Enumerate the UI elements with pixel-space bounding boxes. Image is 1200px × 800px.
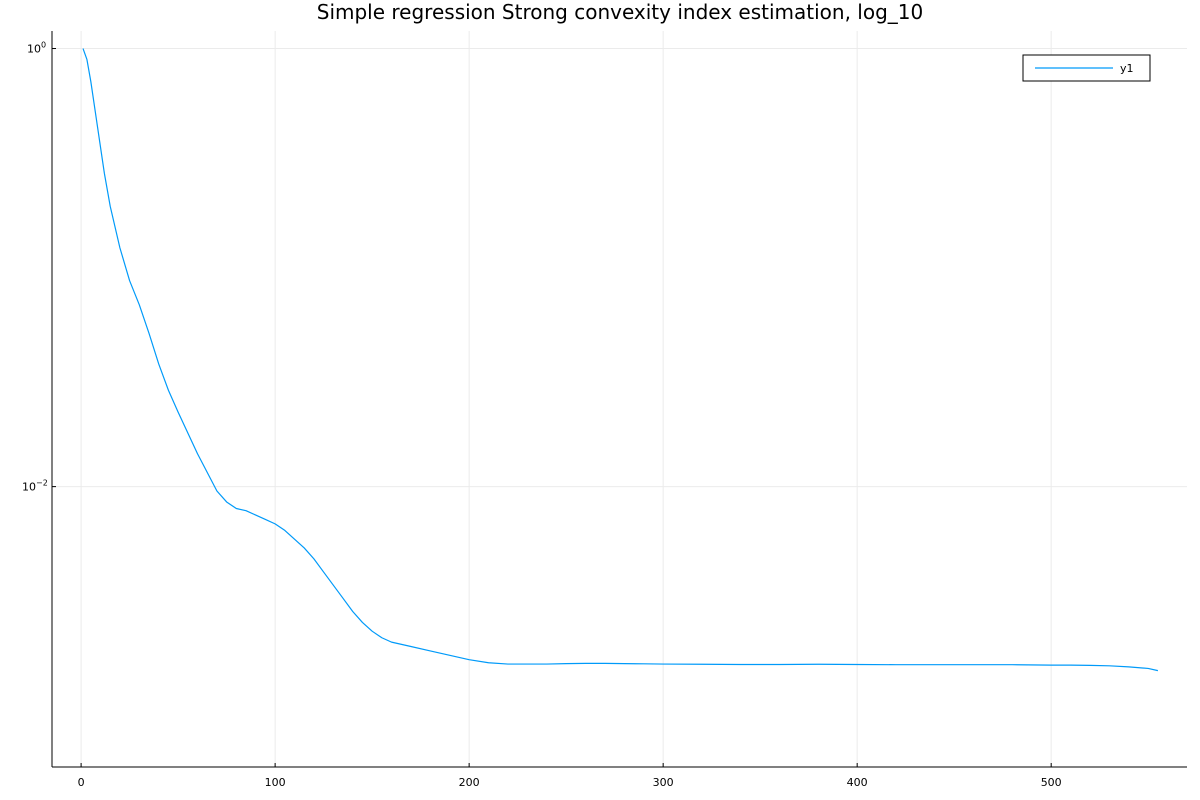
x-tick-label: 100	[265, 776, 286, 789]
x-tick-label: 300	[653, 776, 674, 789]
legend: y1	[1022, 54, 1151, 82]
x-tick-label: 400	[847, 776, 868, 789]
y-tick-label: 100	[27, 41, 46, 56]
x-tick-label: 500	[1041, 776, 1062, 789]
series-layer	[82, 48, 1159, 672]
grid-layer	[52, 31, 1187, 767]
tick-layer: 0 100 200 300 400 500 100 10−2	[22, 41, 1062, 789]
x-tick-label: 0	[78, 776, 85, 789]
legend-label: y1	[1120, 62, 1134, 75]
axis-layer	[51, 31, 1187, 768]
chart-title: Simple regression Strong convexity index…	[317, 0, 924, 24]
series-line-y1	[82, 48, 1159, 672]
x-tick-label: 200	[459, 776, 480, 789]
y-tick-label: 10−2	[22, 479, 48, 494]
